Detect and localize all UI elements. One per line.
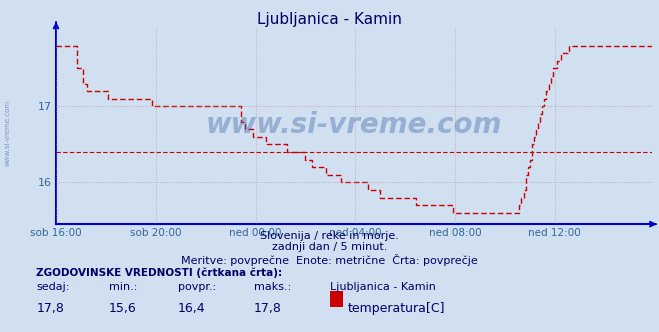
Text: zadnji dan / 5 minut.: zadnji dan / 5 minut. (272, 242, 387, 252)
Text: www.si-vreme.com: www.si-vreme.com (206, 111, 502, 139)
Text: 16,4: 16,4 (178, 302, 206, 315)
Text: ZGODOVINSKE VREDNOSTI (črtkana črta):: ZGODOVINSKE VREDNOSTI (črtkana črta): (36, 267, 282, 278)
Text: 17,8: 17,8 (254, 302, 281, 315)
Text: Slovenija / reke in morje.: Slovenija / reke in morje. (260, 231, 399, 241)
Text: maks.:: maks.: (254, 282, 291, 292)
Text: Ljubljanica - Kamin: Ljubljanica - Kamin (257, 12, 402, 27)
Text: 17,8: 17,8 (36, 302, 64, 315)
Text: www.si-vreme.com: www.si-vreme.com (5, 100, 11, 166)
Text: povpr.:: povpr.: (178, 282, 216, 292)
Text: 15,6: 15,6 (109, 302, 136, 315)
Text: sedaj:: sedaj: (36, 282, 70, 292)
Text: Ljubljanica - Kamin: Ljubljanica - Kamin (330, 282, 436, 292)
Text: temperatura[C]: temperatura[C] (348, 302, 445, 315)
Text: min.:: min.: (109, 282, 137, 292)
Text: Meritve: povprečne  Enote: metrične  Črta: povprečje: Meritve: povprečne Enote: metrične Črta:… (181, 254, 478, 266)
